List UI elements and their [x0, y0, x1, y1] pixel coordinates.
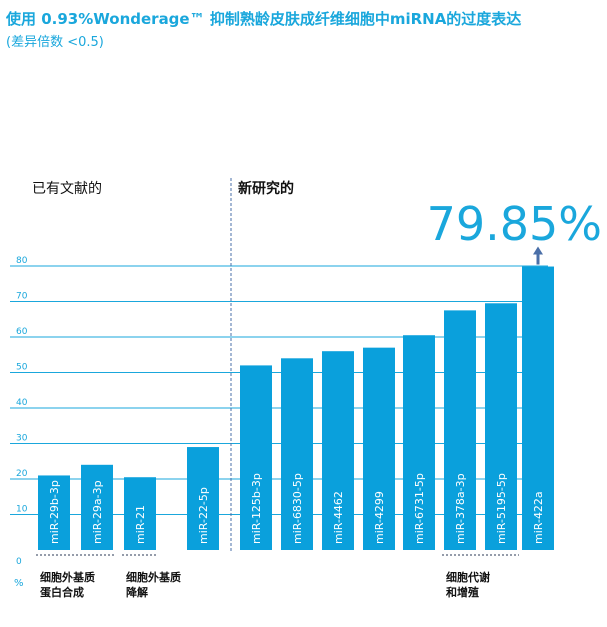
- bar-category-label: miR-378a-3p: [454, 473, 467, 544]
- bar: [522, 266, 554, 550]
- section-label-new: 新研究的: [238, 180, 294, 197]
- bar-category-label: miR-6830-5p: [291, 473, 304, 544]
- group-label: 细胞外基质: [126, 570, 181, 584]
- bar: [444, 310, 476, 550]
- group-label: 和增殖: [446, 585, 479, 599]
- bar-category-label: miR-4299: [373, 491, 386, 544]
- bar-category-label: miR-6731-5p: [413, 473, 426, 544]
- group-label: 蛋白合成: [40, 585, 84, 599]
- bar-category-label: miR-29a-3p: [91, 480, 104, 544]
- bar-category-label: miR-4462: [332, 491, 345, 544]
- y-tick-label: 20: [16, 469, 28, 479]
- y-tick-label: 40: [16, 398, 28, 408]
- chart-title: 使用 0.93%Wonderage™ 抑制熟龄皮肤成纤维细胞中miRNA的过度表…: [6, 10, 522, 28]
- bar-category-label: miR-5195-5p: [495, 473, 508, 544]
- y-tick-label: 50: [16, 363, 28, 373]
- y-tick-label: 70: [16, 292, 28, 302]
- bar: [124, 477, 156, 550]
- bar: [363, 347, 395, 550]
- bar-category-label: miR-422a: [532, 491, 545, 544]
- y-tick-label: 10: [16, 505, 28, 515]
- bar: [281, 358, 313, 550]
- bar-category-label: miR-22-5p: [197, 487, 210, 544]
- group-label: 细胞代谢: [446, 570, 490, 584]
- y-tick-label: 30: [16, 434, 28, 444]
- y-axis-unit: %: [14, 578, 24, 589]
- section-label-published: 已有文献的: [32, 181, 102, 197]
- highlight-arrow-head: [533, 246, 543, 255]
- group-label: 细胞外基质: [40, 570, 95, 584]
- y-tick-label: 60: [16, 327, 28, 337]
- bar: [38, 475, 70, 550]
- bar-category-label: miR-21: [134, 505, 147, 544]
- bar: [240, 365, 272, 550]
- bar: [322, 351, 354, 550]
- bar: [485, 303, 517, 550]
- bar: [403, 335, 435, 550]
- group-label: 降解: [126, 585, 148, 599]
- bar: [187, 447, 219, 550]
- chart-subtitle: (差异倍数 <0.5): [6, 35, 104, 50]
- y-tick-label: 0: [16, 557, 22, 567]
- y-tick-label: 80: [16, 256, 28, 266]
- bar-category-label: miR-125b-3p: [250, 473, 263, 544]
- bar-category-label: miR-29b-3p: [48, 480, 61, 544]
- bar: [81, 464, 113, 550]
- highlight-value-label: 79.85%: [427, 197, 602, 251]
